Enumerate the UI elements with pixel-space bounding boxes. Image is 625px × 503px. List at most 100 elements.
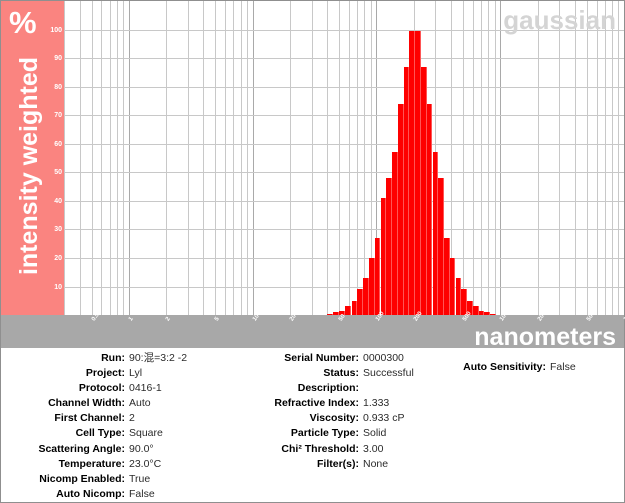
info-value: False [129, 487, 155, 500]
vertical-gridline [116, 1, 118, 315]
vertical-gridline [79, 1, 81, 315]
distribution-type-label: gaussian [503, 5, 616, 35]
vertical-gridline [357, 1, 359, 315]
horizontal-gridline [64, 86, 624, 88]
info-value: Successful [363, 367, 414, 380]
info-value: Square [129, 427, 163, 440]
vertical-gridline [488, 1, 490, 315]
vertical-gridline [462, 1, 464, 315]
info-value: 2 [129, 412, 135, 425]
vertical-gridline [64, 1, 65, 315]
info-key: Filter(s): [317, 457, 359, 470]
horizontal-gridline [64, 58, 624, 60]
info-column-sample-params: Serial Number: 0000300 Status: Successful De… [251, 352, 441, 473]
info-key: Temperature: [58, 457, 125, 470]
vertical-gridline [370, 1, 372, 315]
info-row: Nicomp Enabled: True [1, 473, 251, 485]
histogram-bar [490, 313, 497, 315]
info-value: Lyl [129, 367, 143, 380]
horizontal-gridline [64, 143, 624, 145]
info-row: Serial Number: 0000300 [251, 352, 441, 364]
info-value: 90:混=3:2 -2 [129, 352, 188, 364]
x-tick-label: 5 [214, 316, 222, 323]
info-value: False [550, 361, 576, 374]
info-row: Viscosity: 0.933 cP [251, 412, 441, 424]
y-tick-label: 10 [54, 283, 62, 291]
histogram-bar [386, 178, 393, 315]
vertical-gridline [187, 1, 189, 315]
info-key: Scattering Angle: [38, 442, 125, 455]
info-row: Particle Type: Solid [251, 427, 441, 439]
info-value: True [129, 472, 151, 485]
y-tick-label: 80 [54, 83, 62, 91]
histogram-bar [409, 31, 416, 315]
histogram-bar [392, 152, 398, 315]
info-row: Run: 90:混=3:2 -2 [1, 352, 251, 364]
info-key: Description: [297, 382, 359, 395]
y-tick-label: 90 [54, 55, 62, 63]
vertical-gridline [450, 1, 452, 315]
y-tick-label: 60 [54, 140, 62, 148]
info-row: Description: [251, 382, 441, 394]
vertical-gridline [604, 1, 606, 315]
vertical-gridline [364, 1, 366, 315]
info-key: Cell Type: [75, 427, 125, 440]
info-key: Channel Width: [48, 397, 125, 410]
info-value: 1.333 [363, 397, 390, 410]
histogram-bar [351, 300, 358, 315]
histogram-bar [455, 277, 462, 315]
info-key: Serial Number: [284, 352, 359, 364]
histogram-bar [333, 312, 340, 315]
vertical-gridline [537, 1, 539, 315]
info-row: Cell Type: Square [1, 427, 251, 439]
info-row: Temperature: 23.0°C [1, 458, 251, 470]
info-key: Refractive Index: [274, 397, 359, 410]
vertical-gridline [327, 1, 329, 315]
vertical-gridline [596, 1, 598, 315]
vertical-gridline [618, 1, 620, 315]
info-row: Auto Sensitivity: False [441, 361, 624, 373]
histogram-bar [484, 312, 491, 315]
histogram-bar [432, 152, 439, 315]
y-tick-label: 30 [54, 226, 62, 234]
particle-size-chart: % intensity weighted 10 20 30 40 50 60 70 80 90 1… [1, 1, 625, 351]
vertical-gridline [376, 1, 378, 315]
vertical-gridline [123, 1, 125, 315]
info-row: First Channel: 2 [1, 412, 251, 424]
info-key: Status: [323, 367, 359, 380]
vertical-gridline [91, 1, 93, 315]
info-key: Chi² Threshold: [281, 442, 359, 455]
info-row: Project: Lyl [1, 367, 251, 379]
x-tick-label: 10 [251, 313, 261, 323]
info-key: Run: [101, 352, 125, 364]
histogram-bar [327, 313, 334, 315]
horizontal-gridline [64, 257, 624, 259]
info-key: Protocol: [78, 382, 125, 395]
info-column-run-params: Run: 90:混=3:2 -2 Project: Lyl Protocol: 0416-… [1, 352, 251, 503]
y-tick-label: 20 [54, 254, 62, 262]
info-row: Status: Successful [251, 367, 441, 379]
vertical-gridline [339, 1, 341, 315]
info-value: Auto [129, 397, 151, 410]
histogram-bar [363, 277, 369, 315]
x-tick-label: 50 [338, 313, 347, 323]
vertical-gridline [481, 1, 482, 315]
info-key: Project: [85, 367, 125, 380]
info-value: 3.00 [363, 442, 384, 455]
vertical-gridline [472, 1, 474, 315]
vertical-gridline [559, 1, 561, 315]
histogram-bar [472, 306, 479, 315]
info-value: 23.0°C [129, 457, 162, 470]
vertical-gridline [128, 1, 130, 315]
histogram-bar [438, 178, 444, 315]
histogram-bar [461, 289, 468, 315]
info-key: Auto Nicomp: [56, 487, 125, 500]
histogram-bar [380, 198, 387, 315]
y-tick-label: 100 [50, 26, 62, 34]
y-tick-label: 40 [54, 197, 62, 205]
histogram-bar [345, 306, 352, 315]
y-axis-unit-label: % [9, 5, 37, 40]
histogram-bar [420, 66, 427, 315]
vertical-gridline [612, 1, 613, 315]
